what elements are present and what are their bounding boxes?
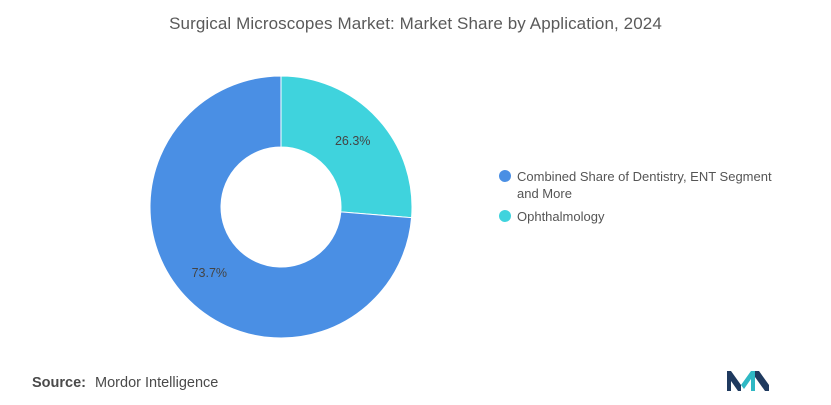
legend-swatch-ophthalmology bbox=[499, 210, 511, 222]
source-note: Source: Mordor Intelligence bbox=[32, 375, 218, 391]
legend-swatch-combined bbox=[499, 170, 511, 182]
legend-item-combined: Combined Share of Dentistry, ENT Segment… bbox=[499, 168, 799, 202]
logo-shape-mid bbox=[741, 371, 755, 391]
slice-ophthalmology bbox=[280, 75, 413, 219]
logo-shape-left bbox=[727, 371, 741, 391]
chart-title: Surgical Microscopes Market: Market Shar… bbox=[169, 14, 662, 33]
mordor-intelligence-logo-icon bbox=[727, 371, 769, 391]
logo-shape-right bbox=[755, 371, 769, 391]
legend-item-ophthalmology: Ophthalmology bbox=[499, 208, 799, 225]
slice-combined bbox=[149, 75, 413, 339]
legend-label-ophthalmology: Ophthalmology bbox=[517, 209, 605, 224]
donut-data-labels: 26.3% 73.7% bbox=[192, 134, 371, 280]
chart-legend: Combined Share of Dentistry, ENT Segment… bbox=[499, 168, 799, 231]
source-label: Source: bbox=[32, 375, 86, 391]
data-label-combined: 73.7% bbox=[192, 266, 227, 280]
source-value: Mordor Intelligence bbox=[95, 375, 219, 391]
data-label-ophthalmology: 26.3% bbox=[335, 134, 370, 148]
legend-label-combined: Combined Share of Dentistry, ENT Segment… bbox=[517, 169, 772, 201]
donut-slices bbox=[149, 75, 413, 339]
